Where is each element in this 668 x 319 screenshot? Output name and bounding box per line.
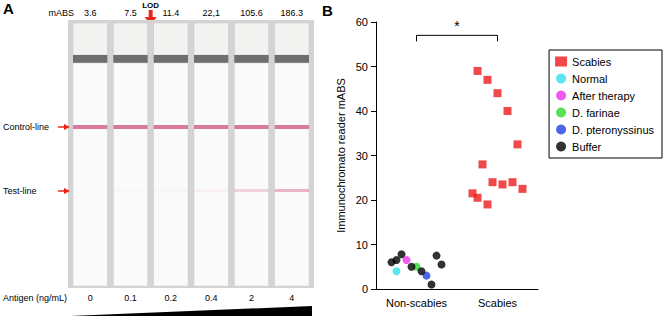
svg-text:3.6: 3.6	[84, 8, 97, 18]
svg-text:20: 20	[356, 194, 368, 206]
svg-text:7.5: 7.5	[124, 8, 137, 18]
svg-text:A: A	[3, 0, 14, 17]
svg-text:Control-line: Control-line	[3, 122, 49, 132]
svg-text:*: *	[454, 18, 460, 34]
svg-text:22,1: 22,1	[202, 8, 220, 18]
svg-text:60: 60	[356, 16, 368, 28]
svg-text:Test-line: Test-line	[3, 186, 37, 196]
svg-text:30: 30	[356, 150, 368, 162]
svg-text:40: 40	[356, 105, 368, 117]
svg-text:Immunochromato reader mABS: Immunochromato reader mABS	[335, 78, 347, 233]
svg-text:D. pteronyssinus: D. pteronyssinus	[572, 124, 654, 136]
svg-text:mABS: mABS	[48, 8, 74, 18]
svg-text:186.3: 186.3	[281, 8, 304, 18]
html-text:B: B	[322, 2, 333, 19]
svg-text:D. farinae: D. farinae	[572, 107, 620, 119]
svg-text:0.1: 0.1	[124, 293, 137, 303]
svg-text:Non-scabies: Non-scabies	[386, 297, 448, 309]
svg-text:Buffer: Buffer	[572, 141, 601, 153]
svg-text:4: 4	[289, 293, 294, 303]
svg-text:0.4: 0.4	[205, 293, 218, 303]
svg-text:105.6: 105.6	[240, 8, 263, 18]
svg-text:0: 0	[88, 293, 93, 303]
svg-text:Antigen (ng/mL): Antigen (ng/mL)	[3, 293, 67, 303]
svg-text:0: 0	[362, 283, 368, 295]
svg-text:Scabies: Scabies	[572, 56, 612, 68]
svg-text:After therapy: After therapy	[572, 90, 635, 102]
svg-text:Normal: Normal	[572, 73, 607, 85]
svg-text:50: 50	[356, 61, 368, 73]
svg-text:0.2: 0.2	[165, 293, 178, 303]
svg-text:10: 10	[356, 239, 368, 251]
svg-text:11.4: 11.4	[162, 8, 179, 18]
svg-text:LOD: LOD	[142, 1, 159, 10]
svg-text:Scabies: Scabies	[478, 297, 518, 309]
svg-text:2: 2	[249, 293, 254, 303]
